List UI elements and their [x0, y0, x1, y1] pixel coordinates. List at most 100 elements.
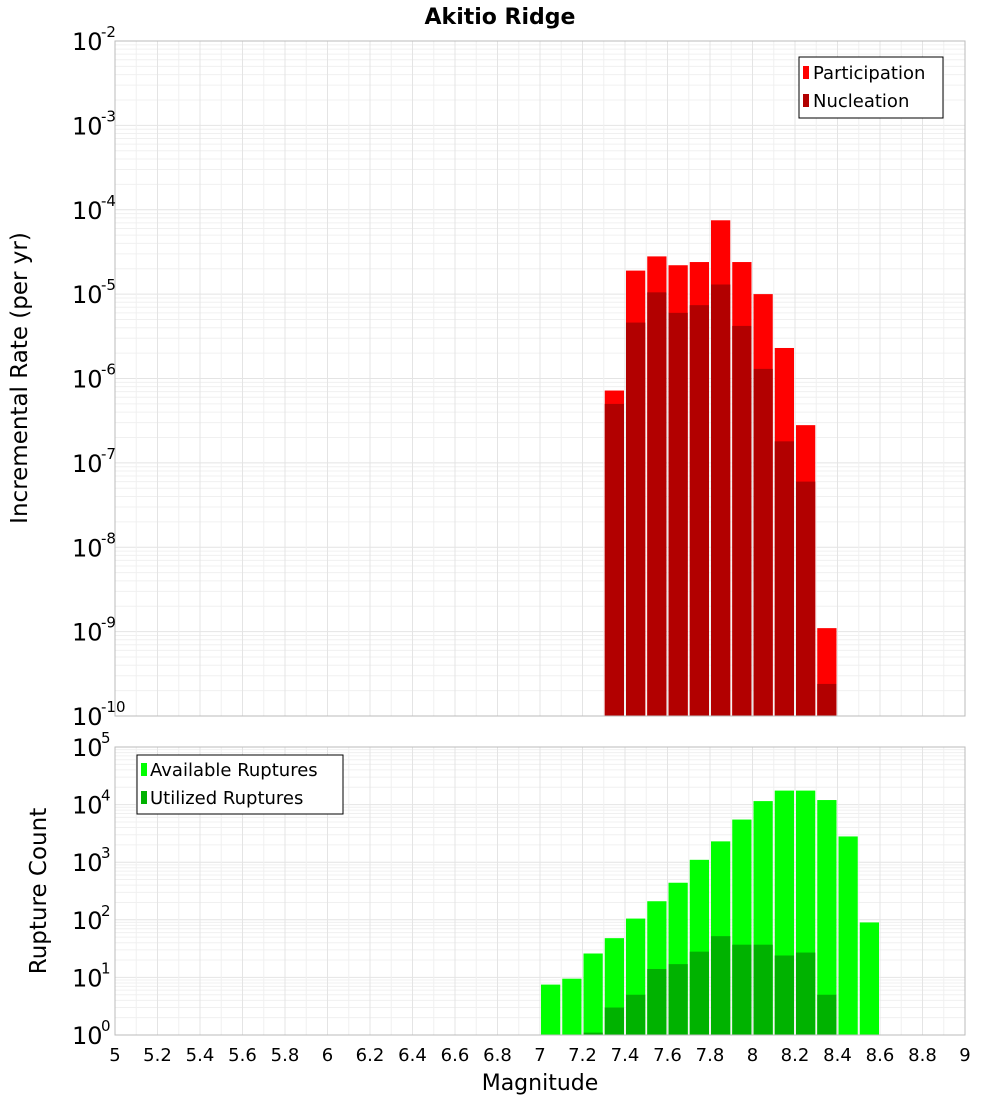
utilized-ruptures-bar — [604, 1007, 624, 1035]
count-ytick-exponent: 2 — [101, 902, 111, 920]
available-ruptures-bar — [859, 922, 879, 1035]
count-ytick-label: 10 — [72, 1022, 103, 1050]
available-ruptures-bar — [541, 984, 561, 1035]
nucleation-bar — [668, 312, 688, 716]
xtick-label: 8.6 — [866, 1045, 895, 1066]
utilized-legend-label: Utilized Ruptures — [150, 788, 303, 809]
xtick-label: 5 — [109, 1045, 120, 1066]
participation-legend-label: Participation — [813, 63, 925, 84]
nucleation-bar — [604, 403, 624, 716]
xtick-label: 8 — [747, 1045, 758, 1066]
rate-ytick-exponent: -7 — [101, 445, 116, 463]
rate-plot-legend: Participation Nucleation — [798, 56, 944, 119]
count-ytick-exponent: 4 — [101, 787, 111, 805]
utilized-ruptures-bar — [583, 1032, 603, 1035]
xtick-label: 8.4 — [823, 1045, 852, 1066]
utilized-ruptures-bar — [732, 944, 752, 1035]
xtick-label: 7.2 — [568, 1045, 597, 1066]
xtick-label: 8.8 — [908, 1045, 937, 1066]
nucleation-bar — [817, 683, 837, 716]
count-ytick-exponent: 1 — [101, 959, 111, 977]
nucleation-bar — [732, 325, 752, 716]
utilized-ruptures-bar — [753, 944, 773, 1035]
utilized-ruptures-bar — [796, 952, 816, 1035]
rate-ytick-exponent: -2 — [101, 23, 116, 41]
utilized-ruptures-bar — [817, 994, 837, 1035]
rate-ytick-label: 10 — [72, 366, 103, 394]
rate-ytick-label: 10 — [72, 703, 103, 731]
rate-legend-box — [798, 56, 944, 119]
count-ytick-label: 10 — [72, 849, 103, 877]
rate-ytick-exponent: -8 — [101, 529, 116, 547]
xtick-label: 5.2 — [143, 1045, 172, 1066]
count-ytick-label: 10 — [72, 907, 103, 935]
xtick-label: 5.4 — [186, 1045, 215, 1066]
utilized-ruptures-bar — [668, 964, 688, 1035]
available-ruptures-bar — [583, 953, 603, 1035]
rate-ytick-label: 10 — [72, 28, 103, 56]
xtick-label: 7.4 — [611, 1045, 640, 1066]
rate-plot-frame — [114, 40, 966, 717]
rate-ytick-exponent: -4 — [101, 192, 116, 210]
count-plot-xticks: 5 5.2 5.4 5.6 5.8 6 6.2 6.4 6.6 6.8 7 7.2 7.4 7.6 7.8 8… — [109, 1045, 970, 1066]
available-ruptures-bar — [562, 978, 582, 1035]
x-axis-label: Magnitude — [482, 1071, 599, 1096]
rate-ytick-exponent: -6 — [101, 361, 116, 379]
count-ytick-label: 10 — [72, 734, 103, 762]
rate-ytick-label: 10 — [72, 197, 103, 225]
rate-ytick-label: 10 — [72, 450, 103, 478]
available-legend-swatch — [141, 763, 147, 776]
utilized-ruptures-bar — [689, 951, 709, 1035]
nucleation-bar — [796, 481, 816, 716]
xtick-label: 5.6 — [228, 1045, 257, 1066]
nucleation-bar — [774, 441, 794, 716]
xtick-label: 5.8 — [271, 1045, 300, 1066]
available-ruptures-bar — [838, 836, 858, 1035]
xtick-label: 6.6 — [441, 1045, 470, 1066]
rate-ytick-exponent: -5 — [101, 276, 116, 294]
utilized-ruptures-bar — [711, 936, 731, 1035]
rate-plot-grid — [114, 40, 966, 717]
count-legend-box — [136, 754, 344, 815]
available-ruptures-bar — [817, 800, 837, 1035]
rate-ytick-label: 10 — [72, 112, 103, 140]
count-plot-frame — [114, 746, 966, 1036]
count-plot-legend: Available Ruptures Utilized Ruptures — [136, 754, 344, 815]
nucleation-bar — [711, 284, 731, 716]
rate-ytick-label: 10 — [72, 534, 103, 562]
utilized-ruptures-bar — [647, 968, 667, 1035]
count-ytick-exponent: 5 — [101, 729, 111, 747]
utilized-ruptures-bar — [626, 994, 646, 1035]
participation-legend-swatch — [803, 66, 809, 79]
xtick-label: 6.4 — [398, 1045, 427, 1066]
nucleation-bar — [753, 368, 773, 716]
xtick-label: 6.8 — [483, 1045, 512, 1066]
rate-plot-ylabel: Incremental Rate (per yr) — [7, 232, 33, 524]
xtick-label: 7 — [534, 1045, 545, 1066]
count-plot-ylabel: Rupture Count — [26, 808, 52, 974]
rate-plot-bars — [604, 220, 837, 717]
xtick-label: 7.8 — [696, 1045, 725, 1066]
utilized-legend-swatch — [141, 791, 147, 804]
xtick-label: 7.6 — [653, 1045, 682, 1066]
rate-ytick-exponent: -10 — [101, 698, 126, 716]
rate-ytick-label: 10 — [72, 619, 103, 647]
rate-ytick-exponent: -9 — [101, 614, 116, 632]
count-ytick-label: 10 — [72, 964, 103, 992]
count-ytick-exponent: 3 — [101, 844, 111, 862]
rate-ytick-exponent: -3 — [101, 107, 116, 125]
count-ytick-label: 10 — [72, 792, 103, 820]
xtick-label: 9 — [959, 1045, 970, 1066]
nucleation-legend-swatch — [803, 94, 809, 107]
chart-title: Akitio Ridge — [425, 5, 576, 30]
nucleation-bar — [626, 322, 646, 716]
xtick-label: 6.2 — [356, 1045, 385, 1066]
xtick-label: 8.2 — [781, 1045, 810, 1066]
count-plot-bars — [541, 790, 879, 1035]
xtick-label: 6 — [322, 1045, 333, 1066]
